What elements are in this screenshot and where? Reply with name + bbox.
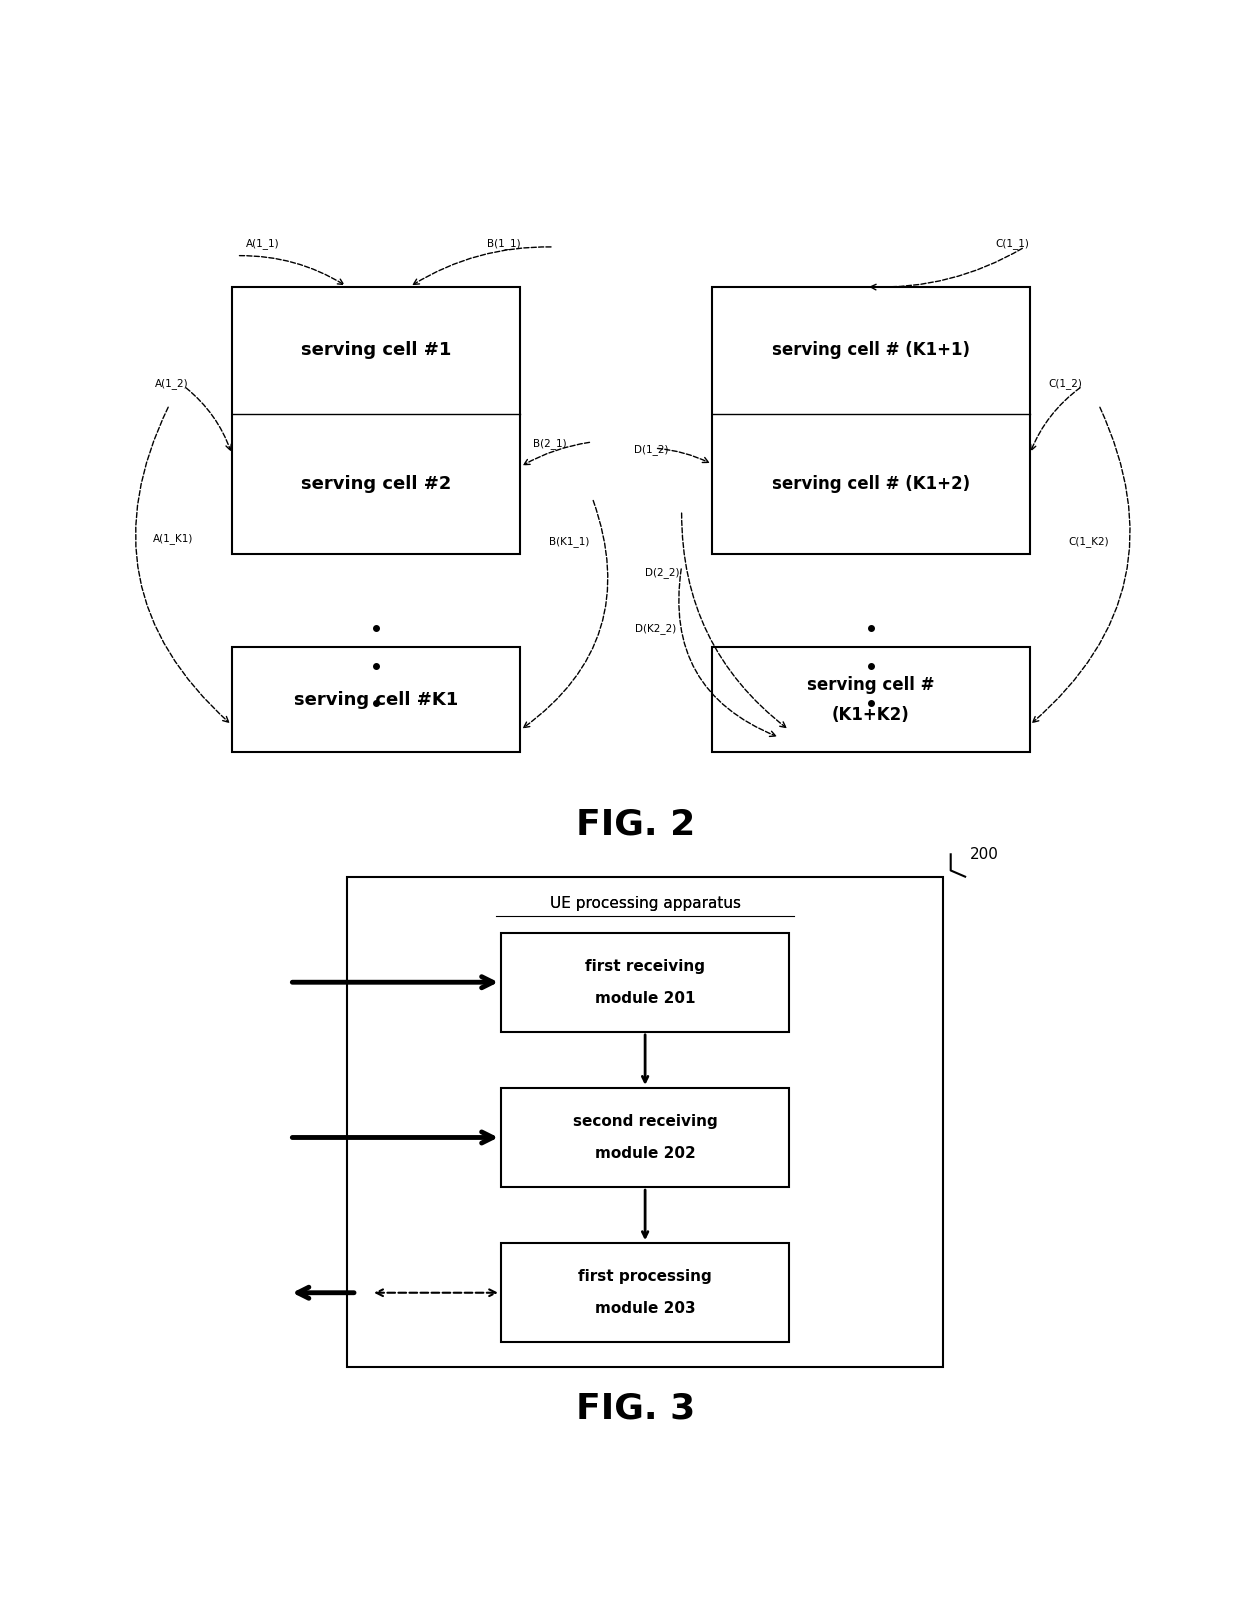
Text: A(1_K1): A(1_K1) — [153, 534, 193, 544]
Text: second receiving: second receiving — [573, 1115, 718, 1129]
FancyBboxPatch shape — [501, 1087, 789, 1187]
Text: FIG. 2: FIG. 2 — [575, 808, 696, 842]
Text: UE processing apparatus: UE processing apparatus — [549, 897, 740, 911]
Text: serving cell #: serving cell # — [807, 676, 935, 694]
Text: C(1_K2): C(1_K2) — [1068, 536, 1109, 547]
Text: UE processing apparatus: UE processing apparatus — [549, 897, 740, 911]
Text: serving cell #K1: serving cell #K1 — [294, 690, 458, 708]
Text: B(1_1): B(1_1) — [486, 237, 520, 248]
FancyBboxPatch shape — [712, 287, 1029, 553]
Text: A(1_1): A(1_1) — [247, 237, 280, 248]
Text: C(1_2): C(1_2) — [1049, 377, 1083, 389]
Text: C(1_1): C(1_1) — [996, 237, 1029, 248]
FancyBboxPatch shape — [712, 647, 1029, 752]
Text: A(1_2): A(1_2) — [155, 377, 188, 389]
FancyBboxPatch shape — [347, 877, 944, 1368]
Text: B(2_1): B(2_1) — [533, 437, 567, 448]
Text: D(1_2): D(1_2) — [634, 444, 668, 455]
FancyBboxPatch shape — [232, 647, 521, 752]
Text: serving cell # (K1+1): serving cell # (K1+1) — [773, 342, 970, 360]
Text: serving cell #2: serving cell #2 — [301, 474, 451, 494]
Text: D(2_2): D(2_2) — [645, 566, 680, 577]
Text: module 202: module 202 — [595, 1147, 696, 1161]
Text: serving cell # (K1+2): serving cell # (K1+2) — [771, 474, 970, 494]
Text: serving cell #1: serving cell #1 — [301, 342, 451, 360]
Text: module 201: module 201 — [595, 990, 696, 1007]
Text: D(K2_2): D(K2_2) — [635, 623, 677, 634]
Text: UE processing apparatus: UE processing apparatus — [549, 897, 740, 911]
FancyBboxPatch shape — [232, 287, 521, 553]
Text: first receiving: first receiving — [585, 958, 706, 974]
Text: FIG. 3: FIG. 3 — [575, 1392, 696, 1426]
Text: B(K1_1): B(K1_1) — [549, 536, 589, 547]
Text: module 203: module 203 — [595, 1302, 696, 1316]
Text: (K1+K2): (K1+K2) — [832, 705, 910, 724]
Text: 200: 200 — [970, 847, 998, 861]
FancyBboxPatch shape — [501, 932, 789, 1032]
Text: first processing: first processing — [578, 1269, 712, 1284]
FancyBboxPatch shape — [501, 1244, 789, 1342]
